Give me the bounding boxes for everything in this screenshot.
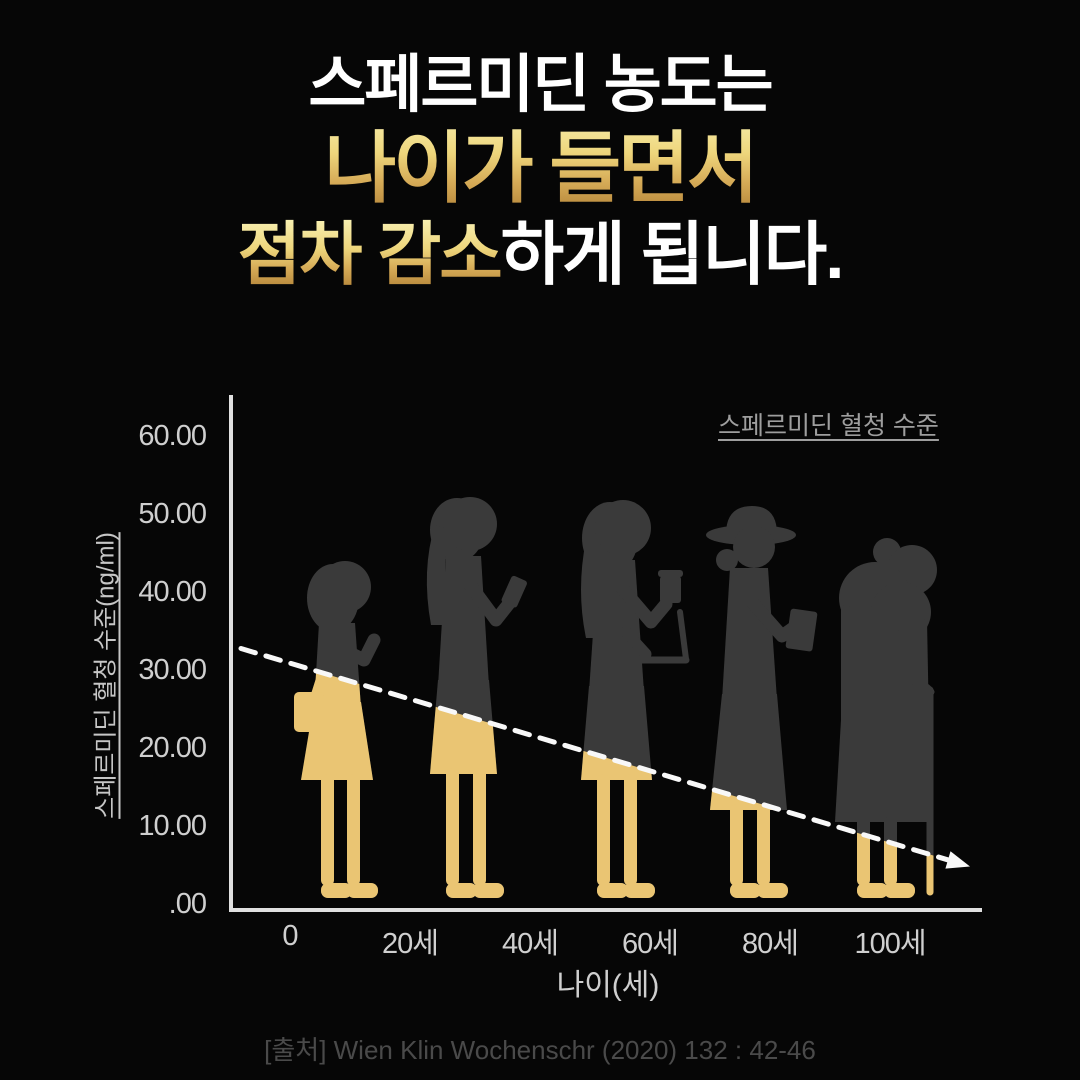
y-tick-0: .00 [168, 888, 207, 920]
title-line-1: 스페르미딘 농도는 [308, 50, 773, 120]
y-tick-10: 10.00 [138, 810, 207, 842]
title-line-2-gold: 나이가 들면서 [0, 106, 1080, 218]
y-axis-title: 스페르미딘 혈청 수준(ng/ml) [92, 532, 120, 819]
x-tick-80: 80세 [742, 928, 799, 960]
x-tick-0: 0 [282, 920, 298, 952]
trend-arrow-icon [945, 851, 970, 869]
title-line-3: 점차 감소하게 됩니다. [0, 198, 1080, 298]
x-tick-20: 20세 [382, 928, 439, 960]
title-line-3-highlight: 점차 감소 [237, 216, 503, 293]
x-tick-60: 60세 [622, 928, 679, 960]
y-tick-20: 20.00 [138, 732, 207, 764]
x-tick-40: 40세 [502, 928, 559, 960]
x-axis-title: 나이(세) [556, 969, 660, 1002]
silhouettes-gray-layer [294, 497, 937, 898]
age-silhouettes-plot [238, 440, 970, 910]
trend-line [238, 646, 954, 864]
y-tick-60: 60.00 [138, 420, 207, 452]
y-tick-30: 30.00 [138, 654, 207, 686]
title-line-3-rest: 하게 됩니다. [500, 216, 845, 293]
x-tick-100: 100세 [854, 928, 926, 960]
chart-legend: 스페르미딘 혈청 수준 [718, 412, 939, 440]
x-axis-line [229, 908, 982, 912]
source-citation: [출처] Wien Klin Wochenschr (2020) 132 : 4… [264, 1035, 816, 1065]
y-axis-line [229, 395, 233, 910]
y-tick-50: 50.00 [138, 498, 207, 530]
y-tick-40: 40.00 [138, 576, 207, 608]
